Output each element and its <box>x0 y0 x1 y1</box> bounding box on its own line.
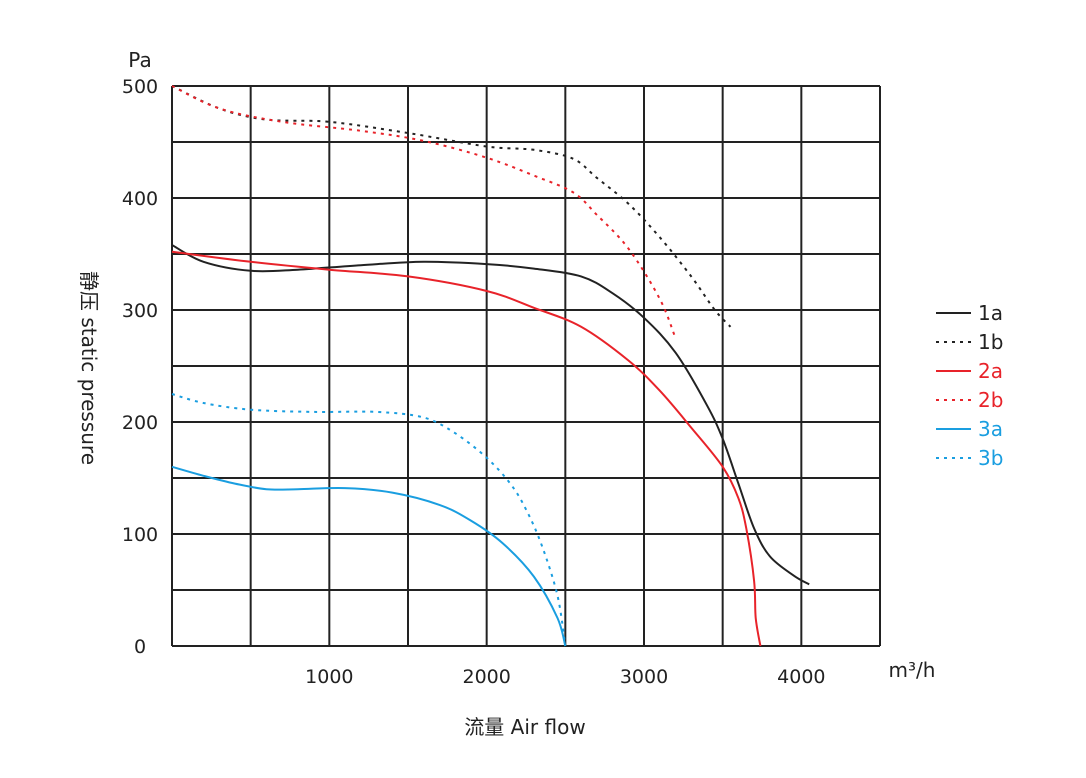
y-tick-label: 300 <box>122 300 158 322</box>
x-tick-label: 1000 <box>305 666 353 688</box>
y-tick-label: 100 <box>122 524 158 546</box>
x-ticks: 1000 2000 3000 4000 <box>305 666 825 688</box>
x-tick-label: 4000 <box>777 666 825 688</box>
y-axis-title: 静压 static pressure <box>77 271 101 465</box>
legend-label-1a: 1a <box>978 301 1003 325</box>
y-tick-label: 400 <box>122 188 158 210</box>
y-ticks: 0 100 200 300 400 500 <box>122 76 158 658</box>
legend-label-3b: 3b <box>978 446 1003 470</box>
y-tick-label: 500 <box>122 76 158 98</box>
grid <box>171 85 881 647</box>
series-1b-line <box>171 85 732 328</box>
x-tick-label: 3000 <box>620 666 668 688</box>
y-tick-label: 200 <box>122 412 158 434</box>
legend-label-3a: 3a <box>978 417 1003 441</box>
series-1a-line <box>171 244 810 586</box>
series-2a-line <box>171 250 762 647</box>
legend-label-1b: 1b <box>978 330 1003 354</box>
legend-label-2a: 2a <box>978 359 1003 383</box>
curves <box>171 85 810 647</box>
x-axis-title: 流量 Air flow <box>464 715 585 739</box>
y-unit-label: Pa <box>128 48 151 72</box>
x-unit-label: m³/h <box>889 658 936 682</box>
x-tick-label: 2000 <box>462 666 510 688</box>
legend-label-2b: 2b <box>978 388 1003 412</box>
series-3a-line <box>171 465 567 647</box>
series-2b-line <box>171 85 677 339</box>
series-3b-line <box>171 393 567 647</box>
y-tick-label: 0 <box>134 636 146 658</box>
legend: 1a 1b 2a 2b 3a 3b <box>936 301 1003 470</box>
